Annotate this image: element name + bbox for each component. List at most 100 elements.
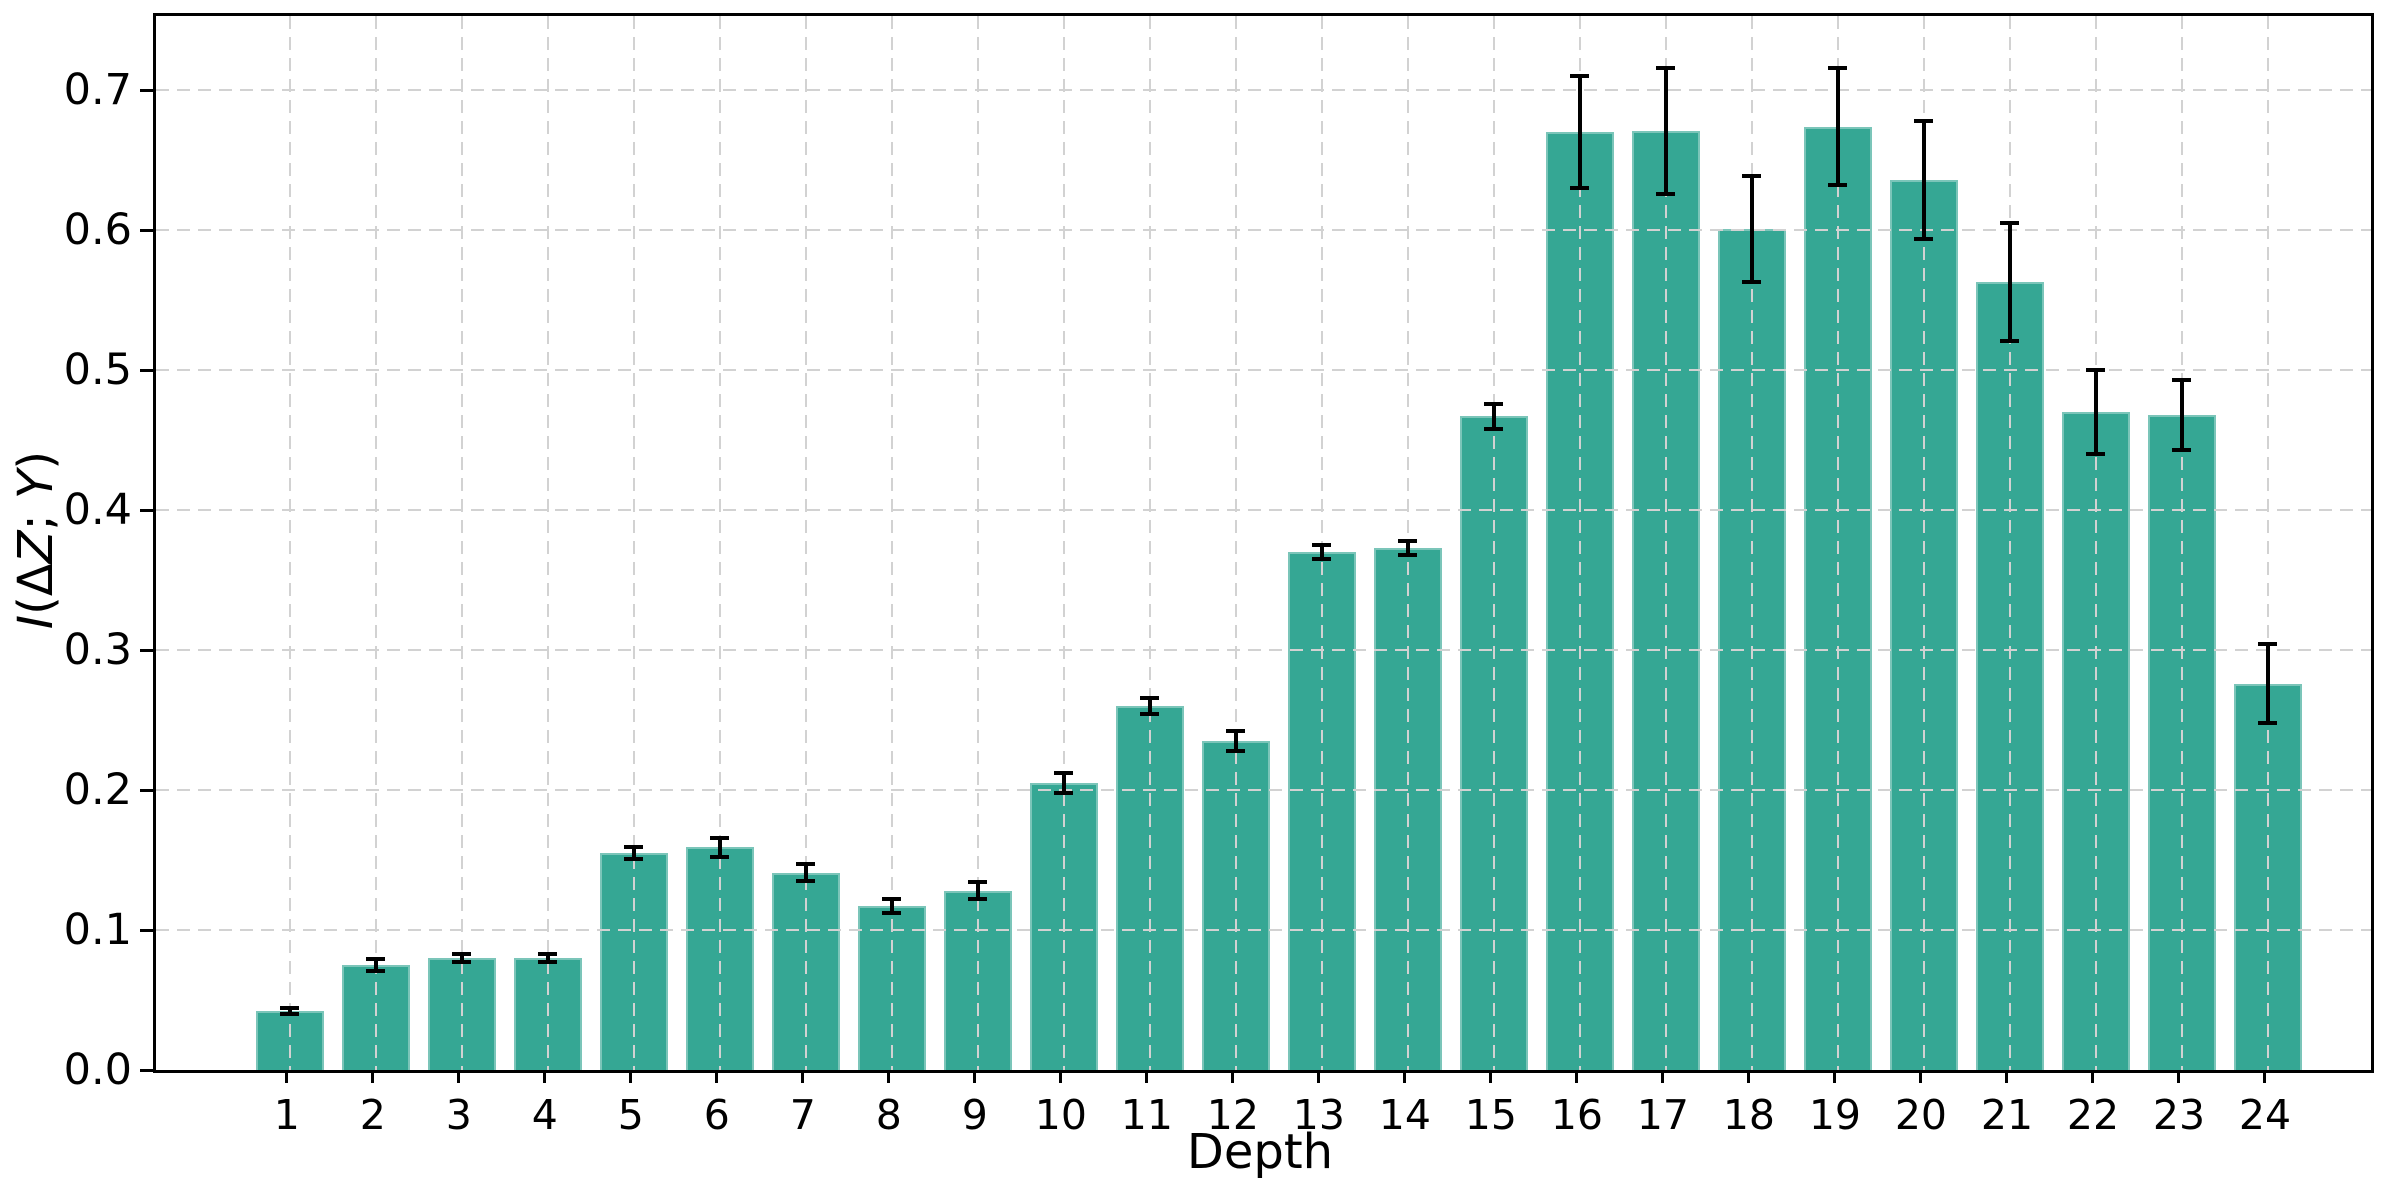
v-gridline-12 — [1234, 16, 1237, 1070]
errorbar-cap-low-11 — [1140, 712, 1160, 717]
x-tick-mark-22 — [2091, 1070, 2095, 1083]
errorbar-depth-22 — [2093, 370, 2098, 455]
errorbar-cap-high-3 — [452, 951, 472, 956]
x-tick-label-21: 21 — [1980, 1091, 2034, 1139]
errorbar-depth-21 — [2007, 223, 2012, 341]
v-gridline-4 — [546, 16, 549, 1070]
errorbar-cap-low-2 — [366, 968, 386, 973]
errorbar-cap-low-3 — [452, 960, 472, 965]
errorbar-depth-24 — [2265, 644, 2270, 723]
errorbar-depth-17 — [1663, 67, 1668, 194]
y-tick-mark-0.4 — [140, 508, 153, 512]
x-tick-mark-13 — [1317, 1070, 1321, 1083]
y-tick-mark-0.1 — [140, 928, 153, 932]
y-tick-label-0.5: 0.5 — [63, 345, 132, 396]
errorbar-cap-high-2 — [366, 957, 386, 962]
errorbar-depth-14 — [1405, 540, 1410, 555]
errorbar-depth-1 — [287, 1008, 292, 1015]
errorbar-cap-high-8 — [882, 897, 902, 902]
x-tick-mark-23 — [2177, 1070, 2181, 1083]
errorbar-cap-high-1 — [280, 1006, 300, 1011]
v-gridline-11 — [1148, 16, 1151, 1070]
v-gridline-16 — [1578, 16, 1581, 1070]
x-tick-label-4: 4 — [531, 1091, 558, 1139]
errorbar-depth-5 — [631, 847, 636, 859]
v-gridline-21 — [2008, 16, 2011, 1070]
h-gridline-0.7 — [156, 89, 2371, 92]
errorbar-cap-low-24 — [2258, 720, 2278, 725]
v-gridline-7 — [804, 16, 807, 1070]
x-tick-mark-24 — [2263, 1070, 2267, 1083]
x-tick-mark-4 — [543, 1070, 547, 1083]
v-gridline-1 — [288, 16, 291, 1070]
v-gridline-10 — [1062, 16, 1065, 1070]
y-tick-label-0.2: 0.2 — [63, 765, 132, 816]
v-gridline-2 — [374, 16, 377, 1070]
errorbar-cap-high-15 — [1484, 401, 1504, 406]
y-tick-label-0.4: 0.4 — [63, 485, 132, 536]
errorbar-cap-high-10 — [1054, 771, 1074, 776]
errorbar-cap-low-4 — [538, 960, 558, 965]
errorbar-cap-high-6 — [710, 835, 730, 840]
errorbar-cap-low-14 — [1398, 552, 1418, 557]
v-gridline-8 — [890, 16, 893, 1070]
y-tick-mark-0.0 — [140, 1068, 153, 1072]
h-gridline-0.6 — [156, 229, 2371, 232]
x-tick-mark-10 — [1059, 1070, 1063, 1083]
x-tick-label-10: 10 — [1034, 1091, 1087, 1139]
x-tick-mark-2 — [371, 1070, 375, 1083]
errorbar-depth-18 — [1749, 175, 1754, 282]
errorbar-cap-high-16 — [1570, 74, 1590, 79]
errorbar-cap-high-23 — [2172, 377, 2192, 382]
errorbar-depth-3 — [459, 953, 464, 963]
errorbar-cap-low-20 — [1914, 236, 1934, 241]
x-tick-mark-8 — [887, 1070, 891, 1083]
x-tick-label-8: 8 — [875, 1091, 902, 1139]
x-tick-label-22: 22 — [2066, 1091, 2120, 1139]
x-tick-mark-6 — [715, 1070, 719, 1083]
h-gridline-0.3 — [156, 649, 2371, 652]
errorbar-cap-low-18 — [1742, 279, 1762, 284]
errorbar-cap-high-22 — [2086, 368, 2106, 373]
errorbar-cap-low-8 — [882, 911, 902, 916]
errorbar-depth-2 — [373, 959, 378, 971]
errorbar-depth-6 — [717, 837, 722, 858]
x-tick-mark-12 — [1231, 1070, 1235, 1083]
y-tick-mark-0.7 — [140, 88, 153, 92]
x-tick-label-11: 11 — [1120, 1091, 1173, 1139]
x-tick-label-9: 9 — [961, 1091, 988, 1139]
errorbar-cap-high-18 — [1742, 173, 1762, 178]
v-gridline-9 — [976, 16, 979, 1070]
x-tick-mark-5 — [629, 1070, 633, 1083]
h-gridline-0.2 — [156, 789, 2371, 792]
errorbar-depth-8 — [889, 899, 894, 914]
x-tick-mark-7 — [801, 1070, 805, 1083]
x-tick-label-5: 5 — [617, 1091, 644, 1139]
v-gridline-22 — [2094, 16, 2097, 1070]
x-tick-label-20: 20 — [1894, 1091, 1948, 1139]
x-tick-mark-17 — [1661, 1070, 1665, 1083]
errorbar-depth-16 — [1577, 76, 1582, 189]
x-tick-label-3: 3 — [445, 1091, 472, 1139]
v-gridline-6 — [718, 16, 721, 1070]
x-axis-label: Depth — [1186, 1124, 1334, 1180]
x-tick-label-7: 7 — [789, 1091, 816, 1139]
y-tick-mark-0.3 — [140, 648, 153, 652]
errorbar-depth-13 — [1319, 545, 1324, 560]
y-tick-label-0.0: 0.0 — [63, 1045, 132, 1095]
x-tick-label-13: 13 — [1292, 1091, 1345, 1139]
x-tick-label-19: 19 — [1808, 1091, 1862, 1139]
v-gridline-20 — [1922, 16, 1925, 1070]
errorbar-cap-low-15 — [1484, 426, 1504, 431]
v-gridline-13 — [1320, 16, 1323, 1070]
v-gridline-24 — [2266, 16, 2269, 1070]
errorbar-cap-high-19 — [1828, 65, 1848, 70]
x-tick-label-6: 6 — [703, 1091, 730, 1139]
errorbars-layer — [156, 16, 2371, 1070]
x-tick-label-12: 12 — [1206, 1091, 1259, 1139]
x-tick-mark-11 — [1145, 1070, 1149, 1083]
y-tick-mark-0.6 — [140, 228, 153, 232]
v-gridline-19 — [1836, 16, 1839, 1070]
x-tick-mark-16 — [1575, 1070, 1579, 1083]
h-gridline-0.4 — [156, 509, 2371, 512]
